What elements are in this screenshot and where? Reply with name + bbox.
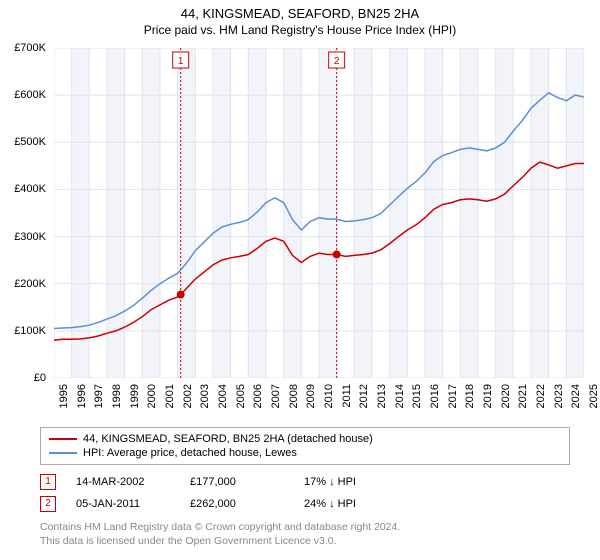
x-tick-label: 2016 xyxy=(429,384,441,408)
x-tick-label: 2004 xyxy=(217,384,229,408)
x-tick-label: 2012 xyxy=(358,384,370,408)
svg-text:2: 2 xyxy=(334,56,340,67)
x-tick-label: 2024 xyxy=(570,384,582,408)
plot-area: 12 xyxy=(54,48,584,378)
y-tick-label: £400K xyxy=(14,183,46,195)
sale-marker-1 xyxy=(177,291,185,299)
sale-delta: 17% ↓ HPI xyxy=(304,476,398,488)
chart-container: 44, KINGSMEAD, SEAFORD, BN25 2HA Price p… xyxy=(0,0,600,560)
x-tick-label: 2014 xyxy=(394,384,406,408)
y-tick-label: £700K xyxy=(14,42,46,54)
x-tick-label: 2008 xyxy=(288,384,300,408)
x-tick-label: 2007 xyxy=(270,384,282,408)
y-axis: £0£100K£200K£300K£400K£500K£600K£700K xyxy=(0,48,50,378)
x-tick-label: 2021 xyxy=(517,384,529,408)
y-tick-label: £200K xyxy=(14,278,46,290)
legend-row-hpi: HPI: Average price, detached house, Lewe… xyxy=(49,446,561,460)
y-tick-label: £500K xyxy=(14,136,46,148)
sale-date: 14-MAR-2002 xyxy=(76,476,170,488)
legend-label-property: 44, KINGSMEAD, SEAFORD, BN25 2HA (detach… xyxy=(83,433,373,445)
x-tick-label: 2006 xyxy=(252,384,264,408)
legend-swatch-hpi xyxy=(49,452,77,454)
sale-date: 05-JAN-2011 xyxy=(76,498,170,510)
x-tick-label: 2025 xyxy=(588,384,600,408)
x-tick-label: 2010 xyxy=(323,384,335,408)
legend-swatch-property xyxy=(49,438,77,440)
sale-marker-box: 2 xyxy=(40,496,56,512)
y-tick-label: £0 xyxy=(34,372,46,384)
x-tick-label: 2011 xyxy=(341,384,353,408)
x-tick-label: 1997 xyxy=(93,384,105,408)
footnote-line-1: Contains HM Land Registry data © Crown c… xyxy=(40,520,580,534)
x-tick-label: 1996 xyxy=(76,384,88,408)
y-tick-label: £100K xyxy=(14,325,46,337)
x-tick-label: 1999 xyxy=(129,384,141,408)
x-tick-label: 2009 xyxy=(305,384,317,408)
x-tick-label: 2018 xyxy=(464,384,476,408)
legend-label-hpi: HPI: Average price, detached house, Lewe… xyxy=(83,447,297,459)
footnote: Contains HM Land Registry data © Crown c… xyxy=(40,520,580,548)
chart-subtitle: Price paid vs. HM Land Registry's House … xyxy=(0,21,600,37)
sale-price: £177,000 xyxy=(190,476,284,488)
x-tick-label: 2002 xyxy=(182,384,194,408)
sale-marker-2 xyxy=(333,250,341,258)
x-tick-label: 2000 xyxy=(146,384,158,408)
sale-row: 2 05-JAN-2011 £262,000 24% ↓ HPI xyxy=(40,493,580,515)
x-tick-label: 2015 xyxy=(411,384,423,408)
x-tick-label: 2020 xyxy=(500,384,512,408)
sale-delta: 24% ↓ HPI xyxy=(304,498,398,510)
x-tick-label: 2001 xyxy=(164,384,176,408)
sale-marker-box: 1 xyxy=(40,474,56,490)
x-tick-label: 2023 xyxy=(553,384,565,408)
x-tick-label: 1995 xyxy=(58,384,70,408)
x-tick-label: 2017 xyxy=(447,384,459,408)
x-tick-label: 2022 xyxy=(535,384,547,408)
plot-svg: 12 xyxy=(54,48,584,378)
x-tick-label: 2005 xyxy=(235,384,247,408)
sale-price: £262,000 xyxy=(190,498,284,510)
x-tick-label: 2003 xyxy=(199,384,211,408)
x-tick-label: 2013 xyxy=(376,384,388,408)
chart-title: 44, KINGSMEAD, SEAFORD, BN25 2HA xyxy=(0,0,600,21)
legend-box: 44, KINGSMEAD, SEAFORD, BN25 2HA (detach… xyxy=(40,427,570,465)
svg-text:1: 1 xyxy=(178,56,184,67)
y-tick-label: £600K xyxy=(14,89,46,101)
footnote-line-2: This data is licensed under the Open Gov… xyxy=(40,534,580,548)
y-tick-label: £300K xyxy=(14,231,46,243)
sales-table: 1 14-MAR-2002 £177,000 17% ↓ HPI 2 05-JAN-201… xyxy=(40,471,580,515)
x-axis: 1995 1996 1997 1998 1999 2000 2001 2002 2003 2004… xyxy=(54,382,584,422)
x-tick-label: 1998 xyxy=(111,384,123,408)
legend-row-property: 44, KINGSMEAD, SEAFORD, BN25 2HA (detach… xyxy=(49,432,561,446)
sale-row: 1 14-MAR-2002 £177,000 17% ↓ HPI xyxy=(40,471,580,493)
x-tick-label: 2019 xyxy=(482,384,494,408)
